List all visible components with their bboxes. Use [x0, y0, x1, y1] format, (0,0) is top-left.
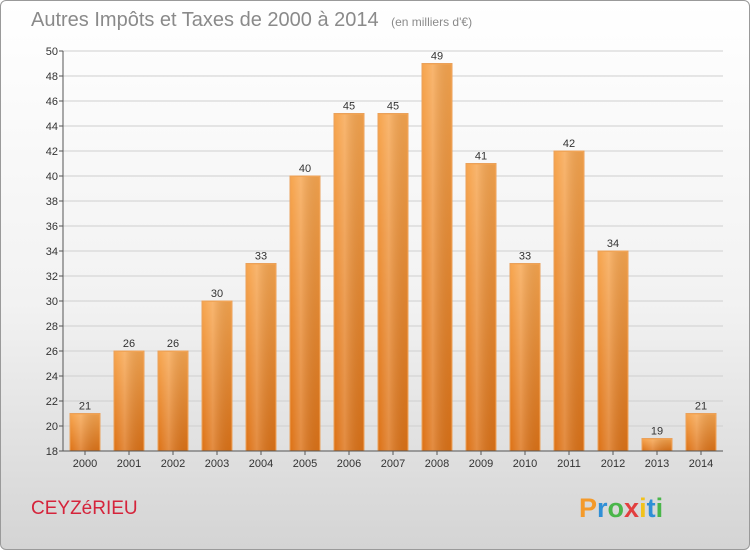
value-label: 21	[695, 401, 707, 413]
bar-highlight	[511, 264, 539, 451]
value-label: 19	[651, 426, 663, 438]
value-label: 33	[255, 251, 267, 263]
bar-2012	[597, 250, 629, 452]
bar-highlight	[71, 414, 99, 451]
y-tick-label: 46	[46, 96, 58, 108]
value-label: 30	[211, 288, 223, 300]
y-tick-label: 34	[46, 246, 58, 258]
bar-2010	[509, 263, 541, 452]
bar-2004	[245, 263, 277, 452]
value-label: 41	[475, 151, 487, 163]
bar-2007	[377, 113, 409, 452]
bar-2002	[157, 350, 189, 452]
x-tick-label: 2005	[293, 458, 317, 470]
bar-highlight	[247, 264, 275, 451]
bar-highlight	[159, 352, 187, 451]
bar-2013	[641, 438, 673, 452]
y-tick-label: 48	[46, 71, 58, 83]
bar-highlight	[599, 252, 627, 451]
y-tick-label: 22	[46, 396, 58, 408]
y-tick-label: 28	[46, 321, 58, 333]
bar-2003	[201, 300, 233, 452]
value-label: 21	[79, 401, 91, 413]
y-tick-label: 24	[46, 371, 58, 383]
logo-letter: i	[656, 493, 664, 523]
chart-title-unit: (en milliers d'€)	[391, 15, 472, 29]
x-tick-label: 2012	[601, 458, 625, 470]
x-tick-label: 2003	[205, 458, 229, 470]
x-tick-label: 2002	[161, 458, 185, 470]
bars	[69, 63, 717, 452]
logo-letter: t	[647, 493, 656, 523]
bar-highlight	[335, 114, 363, 451]
x-tick-label: 2001	[117, 458, 141, 470]
x-tick-label: 2013	[645, 458, 669, 470]
y-tick-label: 32	[46, 271, 58, 283]
y-tick-label: 30	[46, 296, 58, 308]
x-tick-label: 2000	[73, 458, 97, 470]
value-label: 26	[167, 338, 179, 350]
bar-2006	[333, 113, 365, 452]
value-label: 26	[123, 338, 135, 350]
bar-2009	[465, 163, 497, 452]
y-tick-label: 38	[46, 196, 58, 208]
value-label: 49	[431, 51, 443, 63]
y-tick-label: 40	[46, 171, 58, 183]
axes	[59, 50, 723, 455]
bar-2014	[685, 413, 717, 452]
x-tick-label: 2004	[249, 458, 273, 470]
bar-highlight	[555, 152, 583, 451]
y-tick-label: 26	[46, 346, 58, 358]
commune-name: CEYZéRIEU	[31, 498, 138, 519]
chart-title: Autres Impôts et Taxes de 2000 à 2014 (e…	[31, 9, 472, 31]
y-tick-label: 44	[46, 121, 58, 133]
bar-highlight	[115, 352, 143, 451]
y-tick-label: 20	[46, 421, 58, 433]
value-label: 34	[607, 238, 619, 250]
x-tick-label: 2007	[381, 458, 405, 470]
y-tick-label: 18	[46, 446, 58, 458]
bar-2008	[421, 63, 453, 452]
logo-letter: r	[597, 493, 608, 523]
x-tick-label: 2014	[689, 458, 713, 470]
value-label: 45	[343, 101, 355, 113]
bar-highlight	[643, 439, 671, 451]
logo-letter: o	[608, 493, 625, 523]
x-tick-label: 2006	[337, 458, 361, 470]
bar-highlight	[423, 64, 451, 451]
chart-title-main: Autres Impôts et Taxes de 2000 à 2014	[31, 9, 379, 31]
value-label: 33	[519, 251, 531, 263]
y-tick-label: 36	[46, 221, 58, 233]
bar-2000	[69, 413, 101, 452]
logo-letter: x	[624, 493, 639, 523]
y-tick-label: 50	[46, 46, 58, 58]
value-label: 40	[299, 163, 311, 175]
value-label: 42	[563, 138, 575, 150]
value-label: 45	[387, 101, 399, 113]
bar-highlight	[203, 302, 231, 451]
x-tick-label: 2009	[469, 458, 493, 470]
logo-letter: P	[579, 493, 597, 523]
y-tick-label: 42	[46, 146, 58, 158]
bar-highlight	[379, 114, 407, 451]
labels: 18 20 22 24 26 28 30 32 34 36 38 40 42 44 46 48 50 21 2000…	[46, 46, 713, 470]
bar-2005	[289, 175, 321, 452]
bar-highlight	[687, 414, 715, 451]
x-tick-label: 2008	[425, 458, 449, 470]
bar-highlight	[291, 177, 319, 451]
logo-letter: i	[639, 493, 647, 523]
bar-highlight	[467, 164, 495, 451]
x-tick-label: 2010	[513, 458, 537, 470]
bar-2011	[553, 150, 585, 452]
proxiti-logo: Proxiti	[579, 493, 663, 523]
bar-2001	[113, 350, 145, 452]
x-tick-label: 2011	[557, 458, 581, 470]
